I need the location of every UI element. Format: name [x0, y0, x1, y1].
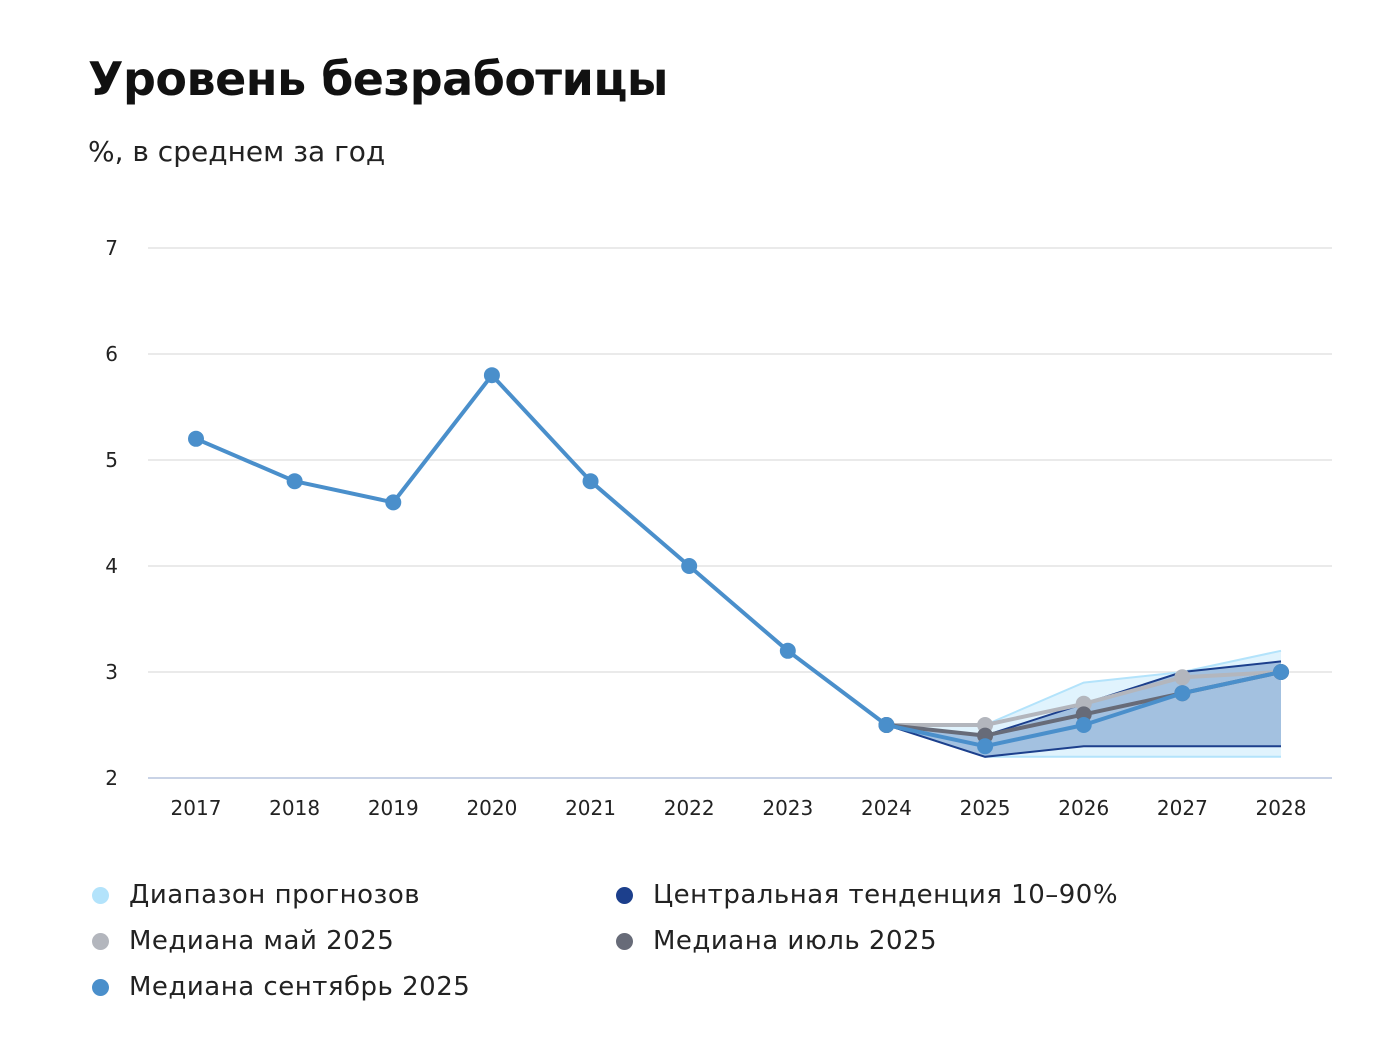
legend-label: Диапазон прогнозов — [129, 880, 421, 910]
data-point — [977, 738, 994, 755]
y-tick-label: 3 — [105, 660, 118, 684]
series-line-2 — [195, 373, 1282, 749]
x-tick-label: 2023 — [762, 796, 813, 820]
x-tick-label: 2020 — [466, 796, 517, 820]
chart-subtitle: %, в среднем за год — [88, 135, 386, 168]
legend-label: Медиана июль 2025 — [653, 926, 938, 956]
legend-dot — [92, 978, 109, 996]
data-point — [1075, 717, 1092, 733]
data-point — [779, 642, 796, 659]
legend-dot — [92, 886, 109, 904]
legend-dot — [92, 932, 109, 950]
data-point — [878, 717, 895, 733]
x-tick-label: 2027 — [1157, 796, 1208, 820]
y-tick-label: 4 — [105, 554, 118, 578]
legend-label: Медиана май 2025 — [129, 926, 395, 956]
data-point — [483, 367, 500, 384]
data-point — [1273, 664, 1289, 680]
legend-item-may[interactable]: Медиана май 2025 — [92, 926, 394, 956]
data-point — [188, 430, 204, 447]
data-point — [286, 473, 303, 490]
x-tick-label: 2024 — [861, 796, 912, 820]
legend-item-central[interactable]: Центральная тенденция 10–90% — [616, 880, 1118, 910]
data-point — [1174, 669, 1191, 686]
legend-item-september[interactable]: Медиана сентябрь 2025 — [92, 972, 470, 1002]
x-tick-label: 2019 — [368, 796, 419, 820]
y-tick-label: 6 — [105, 342, 118, 366]
legend-dot — [616, 886, 633, 904]
legend-item-july[interactable]: Медиана июль 2025 — [616, 926, 937, 956]
x-tick-label: 2018 — [269, 796, 320, 820]
central-tendency-band-lower — [886, 724, 1281, 758]
x-tick-label: 2026 — [1058, 796, 1109, 820]
x-tick-label: 2028 — [1256, 796, 1307, 820]
data-point — [385, 494, 402, 511]
data-point — [1174, 685, 1191, 702]
legend-label: Центральная тенденция 10–90% — [653, 880, 1119, 910]
x-tick-label: 2025 — [960, 796, 1011, 820]
legend-item-range[interactable]: Диапазон прогнозов — [92, 880, 420, 910]
x-tick-label: 2022 — [664, 796, 715, 820]
legend-label: Медиана сентябрь 2025 — [129, 972, 471, 1002]
y-tick-label: 7 — [105, 236, 118, 260]
data-point — [681, 558, 698, 574]
y-tick-label: 2 — [105, 766, 118, 790]
x-tick-label: 2017 — [171, 796, 222, 820]
data-point — [582, 473, 599, 490]
y-tick-label: 5 — [105, 448, 118, 472]
chart-title: Уровень безработицы — [88, 52, 669, 106]
chart-plot: 2 3 4 5 6 7 2017 2018 2019 2020 2021 2022 2023 2024 20… — [105, 236, 1332, 820]
x-tick-label: 2021 — [565, 796, 616, 820]
legend-dot — [616, 932, 633, 950]
